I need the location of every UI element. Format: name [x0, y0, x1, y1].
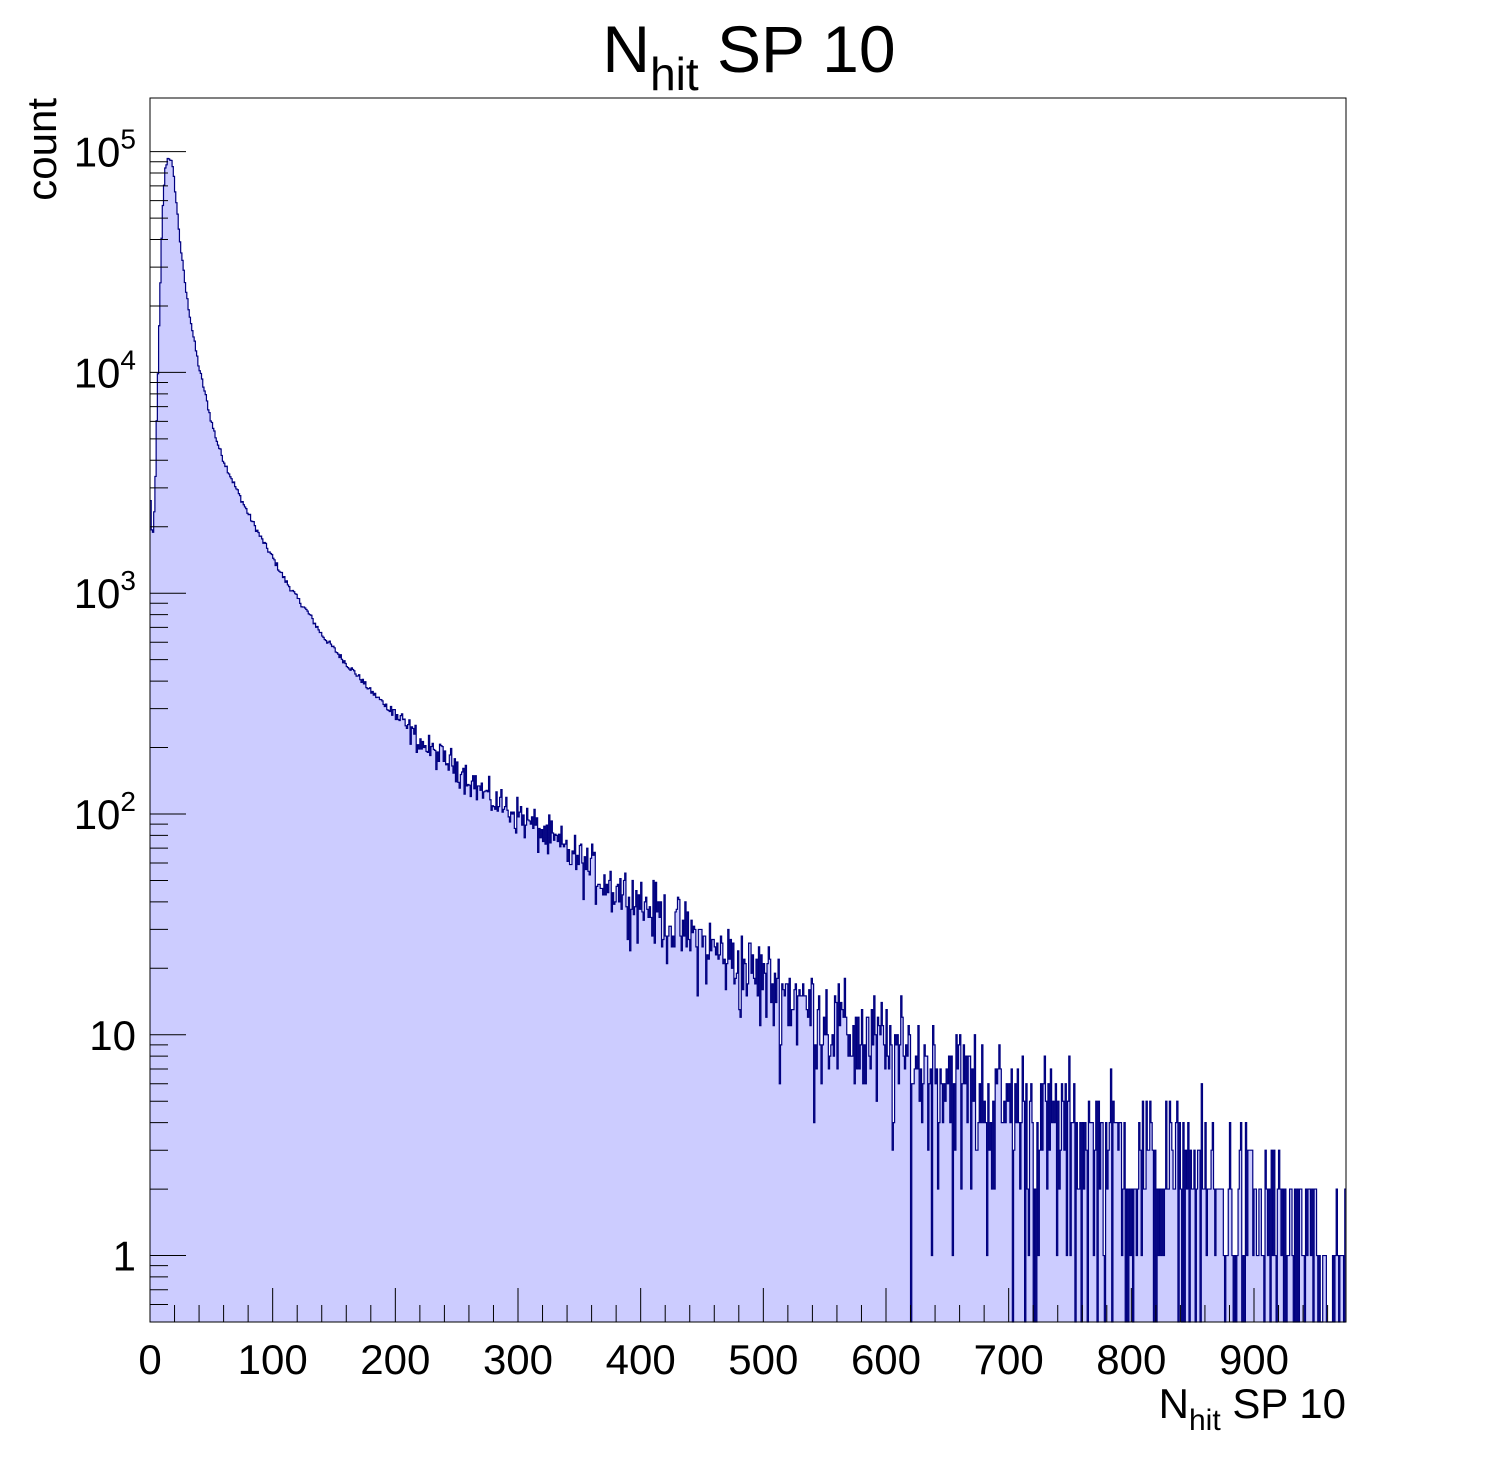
y-tick-label-exponent: 5: [120, 124, 136, 155]
x-axis-label-rest: SP 10: [1221, 1380, 1346, 1427]
x-tick-label: 200: [360, 1336, 430, 1383]
y-tick-label-base: 10: [74, 349, 121, 396]
x-tick-label: 0: [138, 1336, 161, 1383]
x-axis-label-main: N: [1159, 1380, 1189, 1427]
y-tick-label-base: 10: [74, 129, 121, 176]
x-tick-label: 300: [483, 1336, 553, 1383]
y-tick-label-base: 10: [74, 791, 121, 838]
y-tick-label-exponent: 4: [120, 344, 136, 375]
y-tick-label-exponent: 3: [120, 565, 136, 596]
x-tick-label: 500: [728, 1336, 798, 1383]
histogram-fill: [150, 158, 1346, 1322]
x-axis-label: Nhit SP 10: [1159, 1380, 1346, 1437]
x-tick-label: 900: [1219, 1336, 1289, 1383]
x-tick-label: 100: [238, 1336, 308, 1383]
x-axis-tick-labels: 0 100 200 300 400 500 600 700 800 900: [138, 1336, 1289, 1383]
y-axis-ticks: [150, 151, 186, 1323]
x-tick-label: 600: [851, 1336, 921, 1383]
y-tick-label: 102: [74, 786, 136, 838]
chart-title-rest: SP 10: [699, 12, 896, 86]
x-tick-label: 400: [606, 1336, 676, 1383]
chart-title: Nhit SP 10: [602, 12, 895, 100]
y-tick-label: 104: [74, 344, 136, 396]
y-tick-label: 10: [89, 1012, 136, 1059]
chart-title-subscript: hit: [650, 48, 699, 100]
x-tick-label: 800: [1096, 1336, 1166, 1383]
y-tick-label: 103: [74, 565, 136, 617]
histogram-series: [150, 157, 1346, 1323]
x-tick-label: 700: [974, 1336, 1044, 1383]
histogram-outline: [150, 157, 1346, 1323]
y-tick-label: 1: [113, 1233, 136, 1280]
plot-frame: [149, 97, 1347, 1323]
chart-title-main: N: [602, 12, 650, 86]
y-axis-label: count: [18, 98, 65, 201]
y-tick-label-base: 10: [74, 570, 121, 617]
x-axis-label-subscript: hit: [1189, 1404, 1221, 1437]
y-tick-label-exponent: 2: [120, 786, 136, 817]
y-tick-label: 105: [74, 124, 136, 176]
